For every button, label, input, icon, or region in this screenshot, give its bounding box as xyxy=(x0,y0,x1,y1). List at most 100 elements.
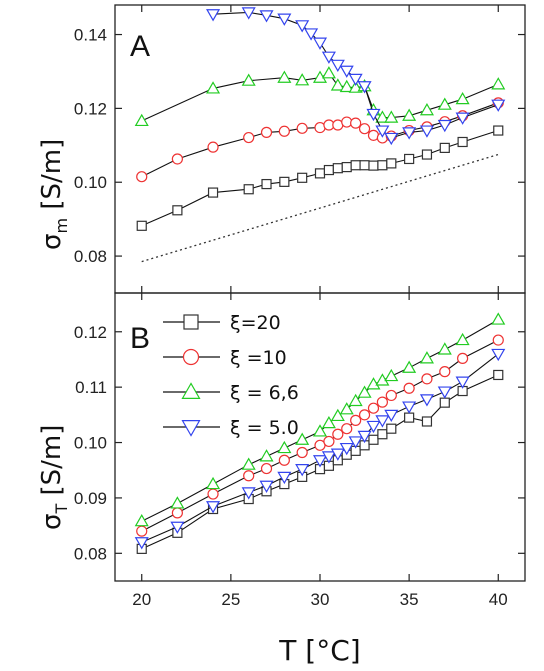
legend-marker xyxy=(181,420,201,437)
panel-b-y-axis-title: σT [S/m] xyxy=(37,425,71,530)
panel-a-data-point xyxy=(491,99,506,112)
x-axis-title: T [°C] xyxy=(278,634,360,667)
panel-b-data-point xyxy=(384,368,399,382)
panel-a-data-point xyxy=(330,78,345,91)
panel-a-data-point xyxy=(357,81,372,94)
panel-a-y-axis-title: σm [S/m] xyxy=(37,139,71,250)
panel-b-data-point xyxy=(348,436,363,449)
panel-a-data-point xyxy=(419,103,434,116)
panel-a-y-tick-label: 0.10 xyxy=(74,173,107,192)
panel-a-data-point xyxy=(439,142,450,153)
panel-a-data-point xyxy=(402,127,417,140)
panel-b-data-point xyxy=(377,429,388,440)
panel-b-data-point xyxy=(492,334,504,346)
panel-b-data-point xyxy=(332,428,344,440)
panel-a-data-point xyxy=(419,125,434,138)
panel-b-data-point xyxy=(206,501,221,514)
panel-b-data-point xyxy=(455,376,470,389)
panel-a-data-point xyxy=(207,187,219,198)
panel-b-data-point xyxy=(403,382,415,394)
panel-a-data-point xyxy=(312,37,328,50)
panel-a-data-point xyxy=(277,70,292,83)
panel-a-data-point xyxy=(241,73,256,86)
legend-label: ξ=20 xyxy=(230,312,281,334)
panel-b-data-point xyxy=(277,471,292,485)
x-tick-label: 30 xyxy=(311,590,330,609)
panel-b-data-point xyxy=(358,409,371,421)
panel-a-data-point xyxy=(261,178,272,190)
panel-b-data-point xyxy=(367,402,380,414)
panel-b-data-point xyxy=(439,366,451,378)
legend: ξ=20 ξ =10 ξ = 6,6 ξ = 5.0 xyxy=(163,312,299,439)
panel-b-data-point xyxy=(134,537,149,550)
x-tick-label: 35 xyxy=(400,590,419,609)
panel-b-data-point xyxy=(404,412,415,423)
panel-b-data-point xyxy=(366,420,381,434)
panel-b-data-point xyxy=(312,424,328,437)
panel-b-data-point xyxy=(437,386,452,399)
panel-a-data-point xyxy=(359,160,370,171)
panel-a-data-point xyxy=(384,132,399,146)
panel-a-data-point xyxy=(207,141,219,153)
panel-b-data-point xyxy=(259,449,274,462)
panel-b-y-subscript: T xyxy=(52,504,71,515)
panel-a-series xyxy=(134,7,506,263)
panel-b-data-point xyxy=(295,432,310,445)
panel-a-data-point xyxy=(358,123,371,135)
panel-a-data-point xyxy=(243,184,254,195)
panel-a-data-point xyxy=(375,125,390,138)
panel-a-data-point xyxy=(136,171,148,183)
panel-a-reference-line xyxy=(141,153,499,263)
panel-a-data-point xyxy=(304,28,319,41)
panel-a-data-point xyxy=(402,108,417,121)
panel-b-data-point xyxy=(259,480,274,493)
panel-b-y-tick-label: 0.09 xyxy=(74,489,107,508)
x-tick-label: 20 xyxy=(132,590,151,609)
panel-a-y-tick-label: 0.12 xyxy=(74,99,107,118)
panel-b-data-point xyxy=(385,389,397,402)
panel-b-data-point xyxy=(419,351,434,364)
panel-b-data-point xyxy=(243,470,255,482)
panel-a-data-point xyxy=(295,20,310,33)
panel-a-data-point xyxy=(348,73,363,87)
panel-a-data-point xyxy=(321,66,336,79)
panel-b-data-point xyxy=(350,414,362,426)
panel-b-data-point xyxy=(321,415,336,429)
panel-b-label: B xyxy=(130,322,150,355)
panel-b-data-point xyxy=(321,451,336,464)
panel-b-data-point xyxy=(357,385,372,398)
panel-b-data-point xyxy=(491,312,506,325)
legend-marker xyxy=(182,348,200,366)
panel-b-data-point xyxy=(341,423,353,435)
panel-a-data-point xyxy=(321,51,336,64)
panel-a-label: A xyxy=(130,30,150,63)
panel-a-data-point xyxy=(386,158,397,169)
panel-b-data-point xyxy=(260,462,273,475)
panel-a-data-point xyxy=(384,110,399,123)
panel-b-data-point xyxy=(330,448,345,461)
panel-b-data-point xyxy=(348,393,363,407)
panel-a-data-point xyxy=(243,131,255,144)
x-tick-label: 40 xyxy=(489,590,508,609)
panel-a-data-point xyxy=(350,160,361,171)
panel-a-data-point xyxy=(455,112,470,125)
panel-a-data-point xyxy=(339,79,354,93)
legend-label: ξ = 6,6 xyxy=(230,382,299,404)
panel-a-ticks: 0.08 0.10 0.12 0.14 xyxy=(74,5,525,293)
panel-b-data-point xyxy=(366,377,381,390)
panel-b-data-point xyxy=(170,521,185,534)
panel-b-data-point xyxy=(170,496,185,509)
panel-b-data-point xyxy=(312,455,328,468)
panel-b-data-point xyxy=(295,464,310,477)
panel-a-data-point xyxy=(437,119,452,133)
panel-a-data-point xyxy=(136,220,147,231)
panel-a-data-point xyxy=(295,73,310,86)
panel-a-y-tick-label: 0.08 xyxy=(74,247,107,266)
panel-a-data-point xyxy=(259,10,274,23)
panel-b-y-tick-label: 0.11 xyxy=(75,378,107,397)
panel-b-data-point xyxy=(421,416,433,427)
panel-b-data-point xyxy=(386,423,397,434)
panel-b: 0.08 0.09 0.10 0.11 0.12 20 25 30 35 40 B σT [S/m… xyxy=(37,292,526,667)
panel-a-data-point xyxy=(455,91,470,105)
